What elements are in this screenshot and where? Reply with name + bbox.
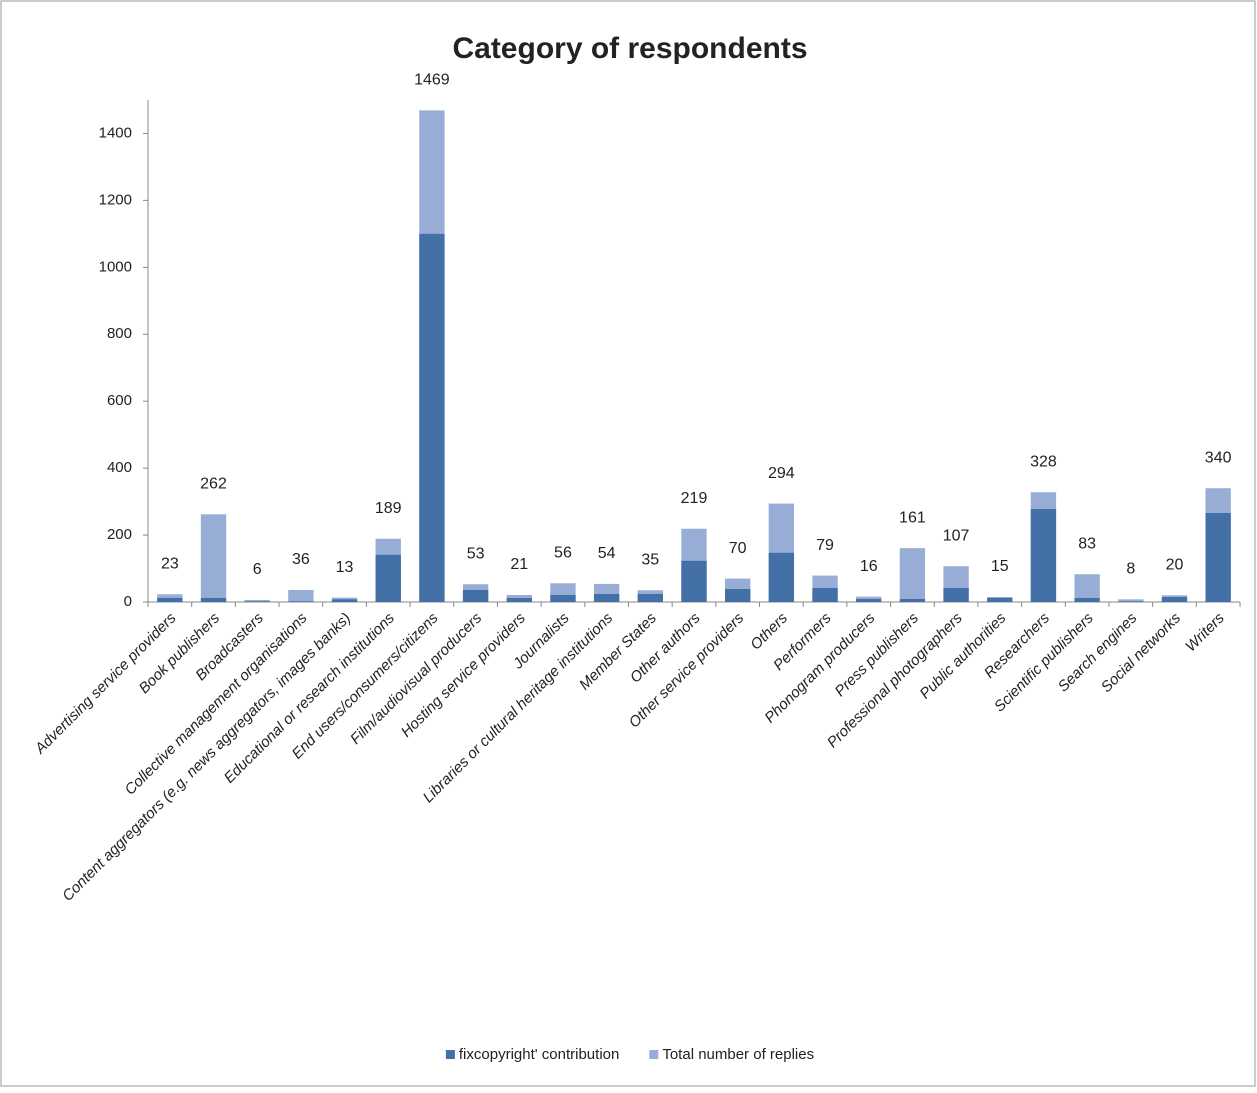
value-label: 8 [1126, 561, 1135, 578]
value-label: 1469 [414, 72, 450, 89]
bar [200, 514, 227, 602]
value-label: 35 [641, 552, 659, 569]
bar [1074, 574, 1100, 602]
bar [375, 554, 401, 602]
value-label: 83 [1078, 535, 1096, 552]
value-label: 53 [467, 545, 485, 562]
y-tick-label: 800 [107, 325, 132, 342]
bar [288, 601, 314, 602]
chart-title: Category of respondents [452, 32, 807, 65]
bar [987, 597, 1013, 602]
y-tick-label: 0 [124, 593, 132, 610]
value-label: 56 [554, 544, 572, 561]
value-label: 20 [1166, 557, 1184, 574]
bar [157, 597, 183, 602]
value-label: 21 [510, 556, 528, 573]
bar [899, 598, 926, 602]
bar [1161, 596, 1188, 602]
value-label: 16 [860, 558, 878, 575]
bar [768, 552, 795, 602]
y-tick-label: 600 [107, 392, 132, 409]
bar [419, 233, 445, 602]
value-label: 54 [598, 545, 616, 562]
value-label: 15 [991, 558, 1009, 575]
bar [244, 601, 270, 602]
y-tick-label: 400 [107, 459, 132, 476]
bar [899, 548, 926, 602]
legend-label: fixcopyright' contribution [459, 1046, 619, 1063]
bar [1205, 512, 1231, 602]
value-label: 70 [729, 540, 747, 557]
legend-label: Total number of replies [662, 1046, 814, 1063]
bar [812, 587, 838, 602]
value-label: 107 [943, 527, 970, 544]
bar [550, 594, 576, 602]
value-label: 161 [899, 509, 926, 526]
value-label: 36 [292, 551, 310, 568]
value-label: 340 [1205, 449, 1232, 466]
bar [331, 599, 358, 602]
value-label: 219 [681, 490, 708, 507]
bar [288, 589, 314, 602]
value-label: 23 [161, 556, 179, 573]
value-label: 79 [816, 537, 834, 554]
bar [593, 593, 620, 602]
y-tick-label: 1000 [99, 258, 132, 275]
bar [725, 588, 751, 602]
y-tick-label: 200 [107, 526, 132, 543]
value-label: 189 [375, 500, 402, 517]
bar [506, 597, 532, 602]
value-label: 6 [253, 561, 262, 578]
bar [1030, 508, 1057, 602]
value-label: 13 [336, 559, 354, 576]
y-tick-label: 1200 [99, 191, 132, 208]
legend-swatch [445, 1050, 455, 1059]
value-label: 262 [200, 476, 227, 493]
bar [943, 587, 969, 602]
bar [1118, 601, 1144, 602]
value-label: 294 [768, 465, 795, 482]
bar [681, 560, 707, 602]
value-label: 328 [1030, 453, 1057, 470]
y-tick-label: 1400 [99, 124, 132, 141]
bar [637, 593, 663, 602]
bar [244, 599, 270, 602]
bar [462, 589, 489, 602]
legend-swatch [649, 1050, 659, 1059]
bar [200, 597, 227, 602]
bar [1118, 599, 1144, 602]
bar [856, 598, 882, 602]
bar [1074, 597, 1100, 602]
